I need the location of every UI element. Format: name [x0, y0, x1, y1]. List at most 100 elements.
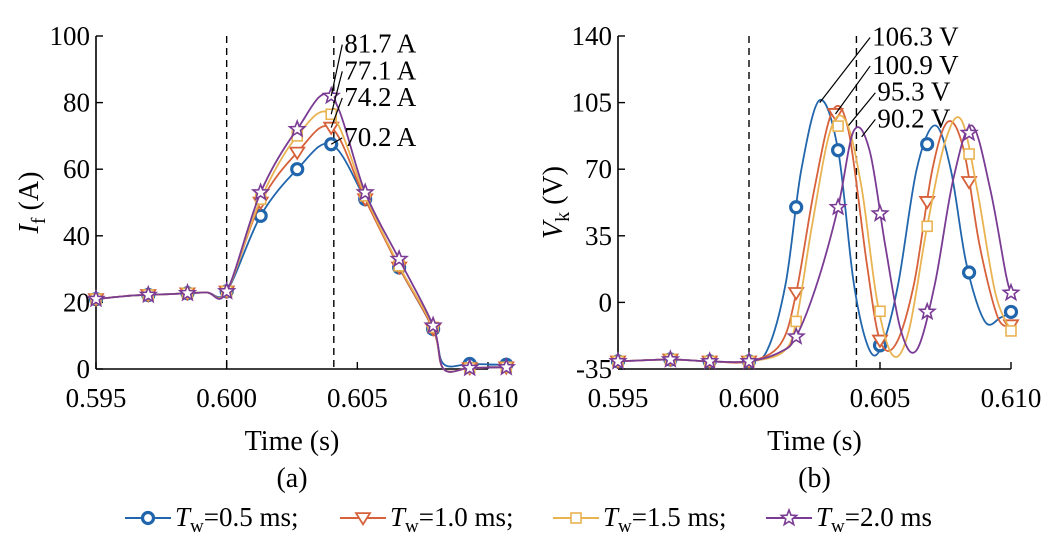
y-axis-label-symbol: I: [14, 222, 45, 234]
legend-value: =1.0 ms;: [419, 502, 514, 532]
y-axis-label-subscript: k: [552, 212, 574, 222]
y-tick-label: -35: [576, 354, 612, 384]
y-tick-label: 20: [63, 287, 90, 317]
series-marker-4: [917, 301, 937, 321]
series-line-1: [95, 142, 503, 368]
series-marker-4: [660, 349, 681, 368]
legend-value: =0.5 ms;: [204, 502, 299, 532]
y-tick-label: 80: [63, 88, 90, 118]
legend-symbol: T: [390, 502, 407, 532]
y-tick-label: 60: [63, 154, 90, 184]
panel-label: (a): [276, 463, 307, 494]
legend: Tw=0.5 ms; Tw=1.0 ms; Tw=1.5 ms; Tw=2.0 ms: [125, 502, 932, 537]
annotation-leader: [330, 97, 343, 128]
y-axis-label-symbol: V: [538, 219, 569, 239]
series-marker-1: [1003, 304, 1019, 320]
y-tick-label: 105: [572, 88, 613, 118]
legend-value: =2.0 ms: [845, 502, 932, 532]
annotation-label: 95.3 V: [877, 77, 951, 107]
legend-label-2: Tw=1.0 ms;: [390, 502, 514, 537]
series-marker-2: [871, 334, 889, 349]
y-tick-label: 0: [77, 354, 91, 384]
series-marker-2: [826, 108, 845, 122]
legend-symbol: T: [175, 502, 192, 532]
y-tick-label: 0: [599, 287, 613, 317]
y-axis-label: Vk (V): [538, 166, 574, 239]
annotation-label: 90.2 V: [877, 103, 951, 133]
series-line-3: [617, 114, 1012, 364]
series-marker-4: [138, 284, 159, 304]
legend-subscript: w: [618, 516, 632, 537]
annotation-label: 70.2 A: [344, 122, 417, 152]
y-tick-label: 40: [63, 221, 90, 251]
series-marker-4: [1001, 282, 1021, 302]
series-marker-1: [830, 143, 846, 158]
annotation-label: 106.3 V: [872, 22, 959, 52]
series-marker-3: [963, 148, 975, 160]
series-marker-2: [918, 196, 936, 210]
y-tick-label: 140: [572, 21, 613, 51]
x-tick-label: 0.610: [458, 383, 519, 413]
series-marker-4: [699, 351, 720, 370]
series-marker-4: [959, 122, 979, 142]
panel-a-current-chart: 0.595 0.600 0.605 0.610 0 20 40 60 80 100 81.7 A77…: [14, 21, 518, 494]
legend-label-3: Tw=1.5 ms;: [603, 502, 727, 537]
series-marker-3: [921, 220, 933, 233]
annotation-leader: [848, 92, 876, 126]
annotation-label: 100.9 V: [872, 50, 959, 80]
series-marker-4: [608, 351, 628, 370]
series-marker-4: [389, 248, 409, 268]
legend-subscript: w: [190, 516, 204, 537]
legend-subscript: w: [405, 516, 419, 537]
x-tick-label: 0.595: [66, 383, 127, 413]
annotation-label: 74.2 A: [344, 82, 417, 112]
legend-subscript: w: [831, 516, 845, 537]
series-line-4: [617, 124, 1012, 364]
series-marker-1: [290, 162, 305, 177]
panel-label: (b): [798, 463, 831, 494]
series-marker-1: [789, 200, 804, 215]
series-marker-4: [739, 351, 759, 370]
annotation-leader: [330, 44, 343, 97]
x-tick-label: 0.605: [850, 383, 911, 413]
y-axis-label: If (A): [14, 172, 50, 235]
series-marker-3: [1005, 325, 1017, 337]
series-marker-4: [355, 182, 375, 201]
legend-marker-2: [354, 512, 372, 526]
series-marker-2: [288, 146, 306, 161]
x-tick-label: 0.600: [196, 383, 257, 413]
legend-symbol: T: [816, 502, 833, 532]
annotation-leader: [330, 71, 343, 115]
y-axis-label-unit: (A): [14, 172, 45, 218]
series-marker-4: [86, 288, 106, 308]
x-tick-label: 0.600: [719, 383, 780, 413]
series-marker-4: [423, 315, 443, 335]
x-axis-label: Time (s): [245, 426, 340, 457]
series-marker-1: [961, 265, 977, 280]
legend-label-4: Tw=2.0 ms: [816, 502, 932, 537]
legend-value: =1.5 ms;: [632, 502, 727, 532]
series-marker-2: [787, 287, 805, 301]
annotation-leader: [861, 118, 876, 138]
annotation-leader: [819, 37, 871, 103]
series-line-1: [617, 99, 1012, 364]
legend-marker-4: [779, 507, 799, 527]
series-marker-4: [250, 182, 271, 201]
series-marker-3: [832, 120, 844, 132]
x-axis-label: Time (s): [767, 426, 862, 457]
series-marker-4: [287, 118, 307, 138]
x-tick-label: 0.605: [327, 383, 388, 413]
series-marker-4: [459, 357, 480, 377]
series-marker-4: [216, 281, 237, 300]
series-marker-4: [870, 203, 890, 222]
series-marker-3: [790, 315, 802, 328]
series-marker-2: [960, 176, 978, 190]
legend-symbol: T: [603, 502, 620, 532]
series-marker-4: [177, 282, 198, 302]
legend-marker-3: [570, 512, 582, 524]
series-line-2: [617, 105, 1012, 364]
y-tick-label: 100: [50, 21, 91, 51]
series-marker-1: [920, 137, 935, 152]
y-axis-label-unit: (V): [538, 166, 569, 212]
